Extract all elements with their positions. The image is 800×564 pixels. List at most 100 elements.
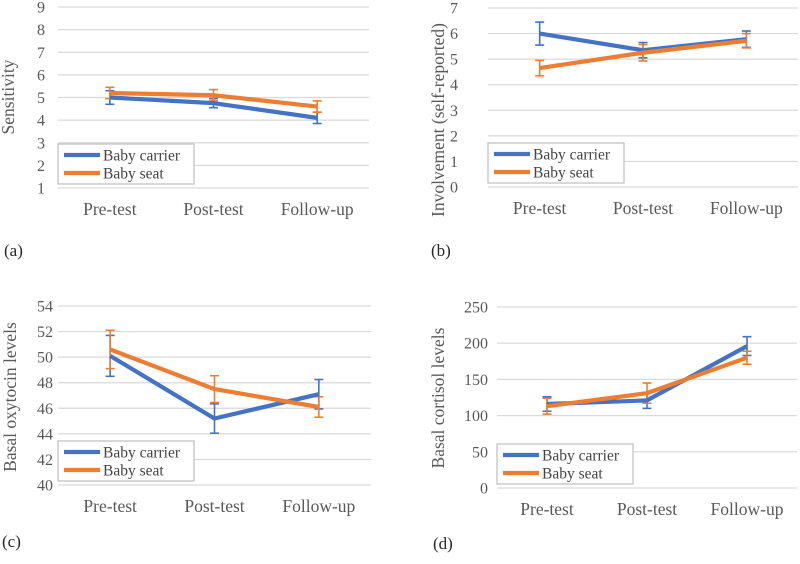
legend-frame <box>57 143 195 185</box>
legend-frame <box>487 142 625 184</box>
y-tick-labels: 0 1 2 3 4 5 6 7 <box>450 1 458 197</box>
x-tick-label: Follow-up <box>711 499 784 519</box>
panel-letter-b: (b) <box>431 241 451 260</box>
y-tick-label: 48 <box>37 375 53 392</box>
chart-svg-a: 1 2 3 4 5 6 7 8 9 Pre-test Post-test Follow-up Sensi… <box>0 0 369 219</box>
chart-b: 0 1 2 3 4 5 6 7 Pre-test Post-test Follow-up Involv… <box>400 0 800 282</box>
chart-svg-c: 40 42 44 46 48 50 52 54 Pre-test Post-test Follow-… <box>0 299 371 516</box>
y-tick-label: 4 <box>37 113 45 130</box>
y-tick-label: 7 <box>37 45 45 62</box>
y-tick-label: 1 <box>450 154 458 171</box>
panel-letter-c: (c) <box>2 532 21 551</box>
y-tick-label: 54 <box>37 299 53 316</box>
legend-item-baby-seat: Baby seat <box>64 166 164 183</box>
series-line-baby-seat <box>109 90 318 109</box>
series-line-baby-seat <box>539 38 747 71</box>
y-tick-label: 2 <box>37 158 45 175</box>
chart-d: 0 50 100 150 200 250 Pre-test Post-test Follow-u… <box>400 282 800 564</box>
legend-item-baby-carrier: Baby carrier <box>64 148 181 165</box>
y-tick-labels: 40 42 44 46 48 50 52 54 <box>37 299 53 495</box>
y-axis-title: Involvement (self-reported) <box>428 23 448 217</box>
x-tick-label: Follow-up <box>281 199 354 219</box>
y-tick-label: 0 <box>450 180 458 197</box>
x-tick-labels: Pre-test Post-test Follow-up <box>83 496 355 516</box>
x-tick-label: Post-test <box>184 496 244 516</box>
x-tick-label: Post-test <box>617 499 677 519</box>
x-tick-label: Post-test <box>613 198 673 218</box>
legend-label: Baby carrier <box>103 445 181 462</box>
x-tick-label: Pre-test <box>83 496 137 516</box>
y-axis-title: Basal cortisol levels <box>428 327 448 468</box>
x-tick-label: Follow-up <box>710 198 783 218</box>
chart-c: 40 42 44 46 48 50 52 54 Pre-test Post-test Follow-… <box>0 282 400 564</box>
panel-a: 1 2 3 4 5 6 7 8 9 Pre-test Post-test Follow-up Sensi… <box>0 0 400 282</box>
y-tick-label: 5 <box>37 90 45 107</box>
legend-label: Baby carrier <box>542 448 620 465</box>
legend-item-baby-seat: Baby seat <box>494 165 594 182</box>
y-tick-label: 8 <box>37 22 45 39</box>
legend-label: Baby carrier <box>103 148 181 165</box>
x-tick-label: Post-test <box>183 199 243 219</box>
legend-label: Baby seat <box>103 166 164 183</box>
y-tick-label: 100 <box>464 408 488 425</box>
y-tick-label: 6 <box>37 67 45 84</box>
y-tick-label: 50 <box>37 350 53 367</box>
gridlines <box>58 305 371 486</box>
legend-label: Baby seat <box>533 165 594 182</box>
y-tick-label: 6 <box>450 26 458 43</box>
y-tick-label: 3 <box>37 135 45 152</box>
panel-d: 0 50 100 150 200 250 Pre-test Post-test Follow-u… <box>400 282 800 564</box>
y-tick-label: 40 <box>37 478 53 495</box>
y-axis-title: Sensitivity <box>0 59 18 134</box>
x-tick-label: Pre-test <box>83 199 137 219</box>
chart-svg-d: 0 50 100 150 200 250 Pre-test Post-test Follow-u… <box>428 300 797 519</box>
legend-item-baby-seat: Baby seat <box>64 463 164 480</box>
y-tick-label: 50 <box>472 444 488 461</box>
y-tick-label: 42 <box>37 452 53 469</box>
legend-item-baby-carrier: Baby carrier <box>64 445 181 462</box>
legend-label: Baby seat <box>103 463 164 480</box>
y-tick-label: 4 <box>450 77 458 94</box>
x-tick-label: Follow-up <box>282 496 355 516</box>
x-tick-labels: Pre-test Post-test Follow-up <box>513 198 783 218</box>
y-tick-label: 44 <box>37 426 53 443</box>
y-tick-label: 5 <box>450 52 458 69</box>
y-tick-labels: 1 2 3 4 5 6 7 8 9 <box>37 0 45 198</box>
y-tick-label: 150 <box>464 372 488 389</box>
legend-item-baby-carrier: Baby carrier <box>494 147 611 164</box>
x-tick-labels: Pre-test Post-test Follow-up <box>520 499 783 519</box>
y-tick-labels: 0 50 100 150 200 250 <box>464 300 488 498</box>
legend-label: Baby carrier <box>533 147 611 164</box>
y-tick-label: 1 <box>37 181 45 198</box>
x-tick-label: Pre-test <box>520 499 574 519</box>
legend-label: Baby seat <box>542 466 603 483</box>
chart-a: 1 2 3 4 5 6 7 8 9 Pre-test Post-test Follow-up Sensi… <box>0 0 400 282</box>
y-tick-label: 250 <box>464 300 488 317</box>
panel-c: 40 42 44 46 48 50 52 54 Pre-test Post-test Follow-… <box>0 282 400 564</box>
legend-frame <box>57 440 195 482</box>
y-axis-title: Basal oxytocin levels <box>0 322 20 472</box>
panel-letter-d: (d) <box>433 534 453 553</box>
y-tick-label: 2 <box>450 128 458 145</box>
legend-item-baby-seat: Baby seat <box>503 466 603 483</box>
y-tick-label: 0 <box>480 481 488 498</box>
y-tick-label: 52 <box>37 324 53 341</box>
chart-svg-b: 0 1 2 3 4 5 6 7 Pre-test Post-test Follow-up Involv… <box>428 1 798 218</box>
legend-frame <box>496 443 634 485</box>
y-tick-label: 46 <box>37 401 53 418</box>
y-tick-label: 7 <box>450 1 458 18</box>
y-tick-label: 9 <box>37 0 45 17</box>
x-tick-label: Pre-test <box>513 198 567 218</box>
series-line-baby-carrier <box>109 95 318 120</box>
series-line-baby-seat <box>109 347 320 410</box>
x-tick-labels: Pre-test Post-test Follow-up <box>83 199 354 219</box>
y-tick-label: 3 <box>450 103 458 120</box>
panel-b: 0 1 2 3 4 5 6 7 Pre-test Post-test Follow-up Involv… <box>400 0 800 282</box>
legend-item-baby-carrier: Baby carrier <box>503 448 620 465</box>
series-line-baby-seat <box>546 355 748 409</box>
